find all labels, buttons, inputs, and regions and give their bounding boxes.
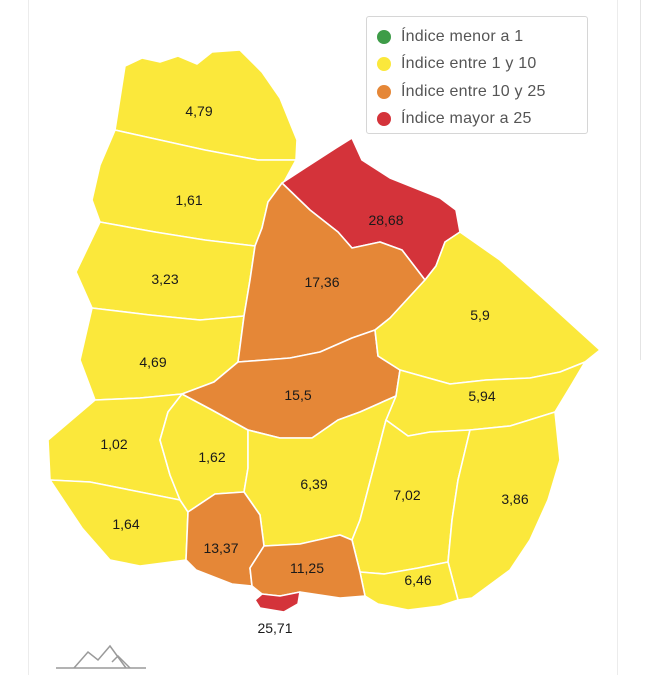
value-label-rivera: 28,68: [368, 212, 403, 228]
value-label-artigas: 4,79: [185, 103, 212, 119]
value-label-maldonado: 6,46: [404, 572, 431, 588]
region-rocha[interactable]: [447, 411, 561, 601]
value-label-flores: 1,62: [198, 449, 225, 465]
value-label-san-jose: 13,37: [203, 540, 238, 556]
map-frame: [28, 0, 618, 675]
legend-orange-dot-icon: [377, 84, 391, 99]
value-label-tacuarembo: 17,36: [304, 274, 339, 290]
legend-label: Índice entre 10 y 25: [401, 82, 546, 100]
region-canelones[interactable]: [249, 534, 366, 599]
value-label-salto: 1,61: [175, 192, 202, 208]
legend-item-1-to-10: Índice entre 1 y 10: [377, 51, 587, 79]
legend-green-dot-icon: [377, 29, 391, 44]
legend-label: Índice mayor a 25: [401, 110, 532, 128]
value-label-soriano: 1,02: [100, 436, 127, 452]
legend-label: Índice entre 1 y 10: [401, 55, 537, 73]
value-label-treinta-y-tres: 5,94: [468, 388, 495, 404]
legend-yellow-dot-icon: [377, 57, 391, 72]
region-montevideo[interactable]: [254, 591, 301, 613]
legend-item-10-to-25: Índice entre 10 y 25: [377, 78, 587, 106]
value-label-colonia: 1,64: [112, 516, 139, 532]
value-label-lavalleja: 7,02: [393, 487, 420, 503]
value-label-rocha: 3,86: [501, 491, 528, 507]
region-maldonado[interactable]: [359, 561, 459, 611]
value-label-cerro-largo: 5,9: [470, 307, 490, 323]
legend-item-below-1: Índice menor a 1: [377, 23, 587, 51]
value-label-paysandu: 3,23: [151, 271, 178, 287]
mountain-logo-icon: [56, 644, 146, 669]
legend-item-above-25: Índice mayor a 25: [377, 106, 587, 134]
value-label-montevideo: 25,71: [257, 620, 292, 636]
page-divider: [640, 0, 641, 360]
value-label-durazno: 15,5: [284, 387, 311, 403]
value-label-florida: 6,39: [300, 476, 327, 492]
legend-red-dot-icon: [377, 112, 391, 127]
value-label-canelones: 11,25: [290, 560, 324, 576]
map-legend: Índice menor a 1 Índice entre 1 y 10 Índ…: [366, 16, 588, 134]
value-label-rio-negro: 4,69: [139, 354, 166, 370]
legend-label: Índice menor a 1: [401, 27, 524, 45]
